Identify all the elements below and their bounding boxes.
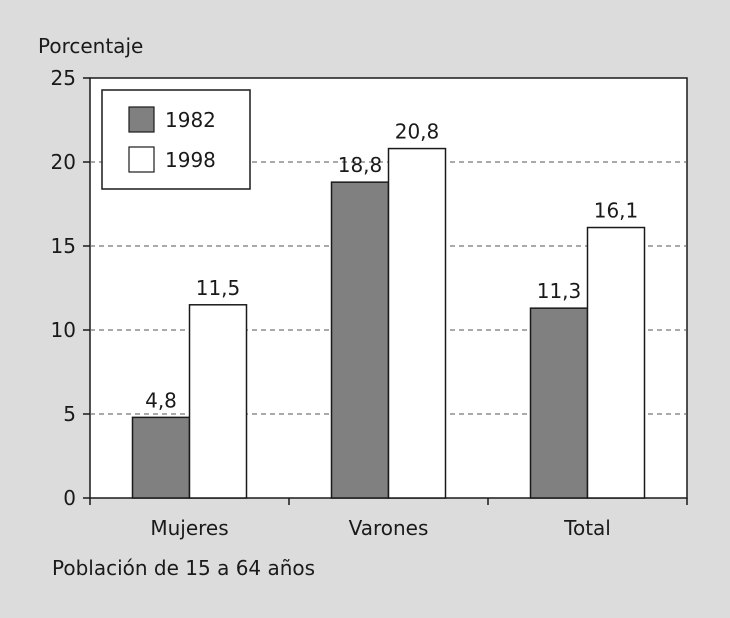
x-tick-label-mujeres: Mujeres [150, 516, 228, 540]
legend-label-1982: 1982 [165, 108, 216, 132]
x-axis-label: Población de 15 a 64 años [52, 556, 315, 580]
legend-swatch-1982 [128, 106, 155, 133]
data-label-mujeres-1998: 11,5 [196, 276, 241, 300]
data-label-total-1998: 16,1 [594, 199, 639, 223]
y-tick-label-20: 20 [51, 150, 76, 174]
legend-swatch-1998 [128, 146, 155, 173]
legend-label-1998: 1998 [165, 148, 216, 172]
bar-total-1998 [586, 226, 646, 499]
data-label-varones-1982: 18,8 [338, 153, 383, 177]
y-axis-label: Porcentaje [38, 34, 143, 58]
legend: 1982 1998 [101, 89, 251, 190]
bar-varones-1998 [387, 147, 447, 499]
bar-mujeres-1982 [131, 416, 191, 499]
y-tick-label-5: 5 [63, 402, 76, 426]
data-label-varones-1998: 20,8 [395, 120, 440, 144]
x-tick-label-total: Total [563, 516, 611, 540]
y-tick-label-0: 0 [63, 486, 76, 510]
y-tick-label-10: 10 [51, 318, 76, 342]
x-axis: Mujeres Varones Total [89, 498, 688, 540]
data-label-mujeres-1982: 4,8 [145, 388, 177, 412]
bar-mujeres-1998 [188, 304, 248, 499]
bars: 4,8 11,5 18,8 20,8 11,3 16,1 [131, 120, 646, 499]
legend-box [101, 89, 251, 190]
y-tick-label-25: 25 [51, 66, 76, 90]
bar-total-1982 [529, 307, 589, 499]
y-axis: 0 5 10 15 20 25 [51, 66, 90, 510]
bar-varones-1982 [330, 181, 390, 499]
y-tick-label-15: 15 [51, 234, 76, 258]
data-label-total-1982: 11,3 [537, 279, 582, 303]
x-tick-label-varones: Varones [349, 516, 429, 540]
